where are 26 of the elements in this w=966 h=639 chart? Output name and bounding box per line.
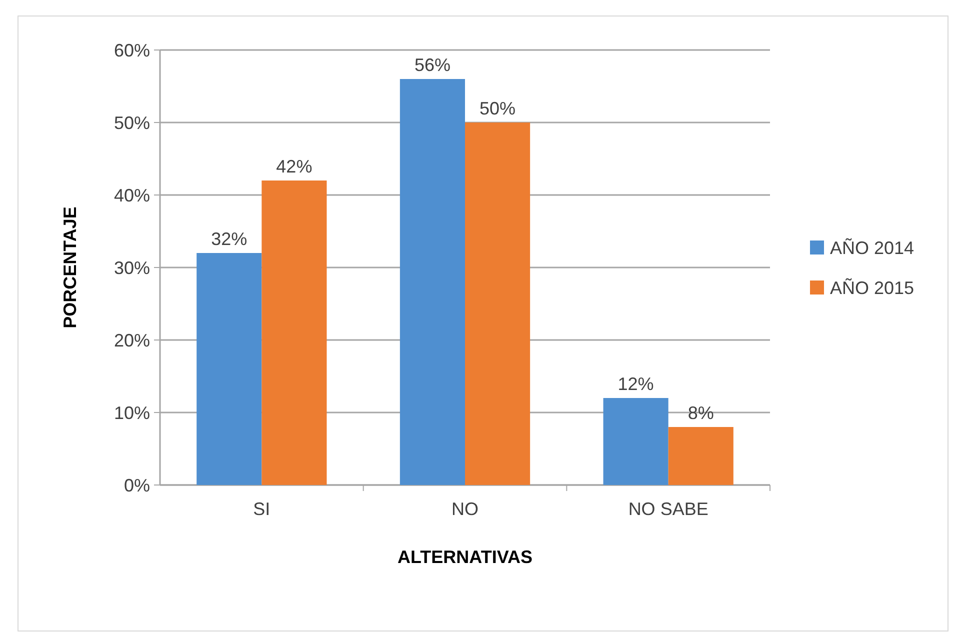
- y-tick-label: 60%: [114, 40, 150, 60]
- y-tick-label: 0%: [124, 475, 150, 496]
- bar: [400, 79, 465, 485]
- data-label: 12%: [618, 374, 654, 394]
- data-label: 56%: [414, 55, 450, 75]
- x-axis-title: ALTERNATIVAS: [398, 547, 532, 567]
- data-label: 32%: [211, 229, 248, 249]
- data-label: 42%: [276, 156, 312, 176]
- data-label: 50%: [480, 98, 516, 118]
- bar: [262, 180, 327, 485]
- y-tick-label: 30%: [114, 258, 150, 278]
- bar: [196, 253, 262, 485]
- data-label: 8%: [688, 403, 714, 423]
- bar: [603, 398, 668, 485]
- legend-label: AÑO 2014: [830, 238, 914, 258]
- y-tick-label: 10%: [114, 402, 150, 423]
- legend-label: AÑO 2015: [830, 278, 914, 298]
- x-tick-label: NO SABE: [628, 499, 708, 519]
- y-tick-label: 20%: [114, 330, 150, 350]
- x-tick-label: NO: [452, 499, 478, 519]
- y-axis-title: PORCENTAJE: [60, 206, 80, 328]
- y-tick-label: 50%: [114, 112, 150, 133]
- bar: [668, 427, 734, 485]
- bar: [465, 122, 530, 485]
- x-tick-label: SI: [253, 499, 270, 519]
- y-tick-label: 40%: [114, 185, 150, 206]
